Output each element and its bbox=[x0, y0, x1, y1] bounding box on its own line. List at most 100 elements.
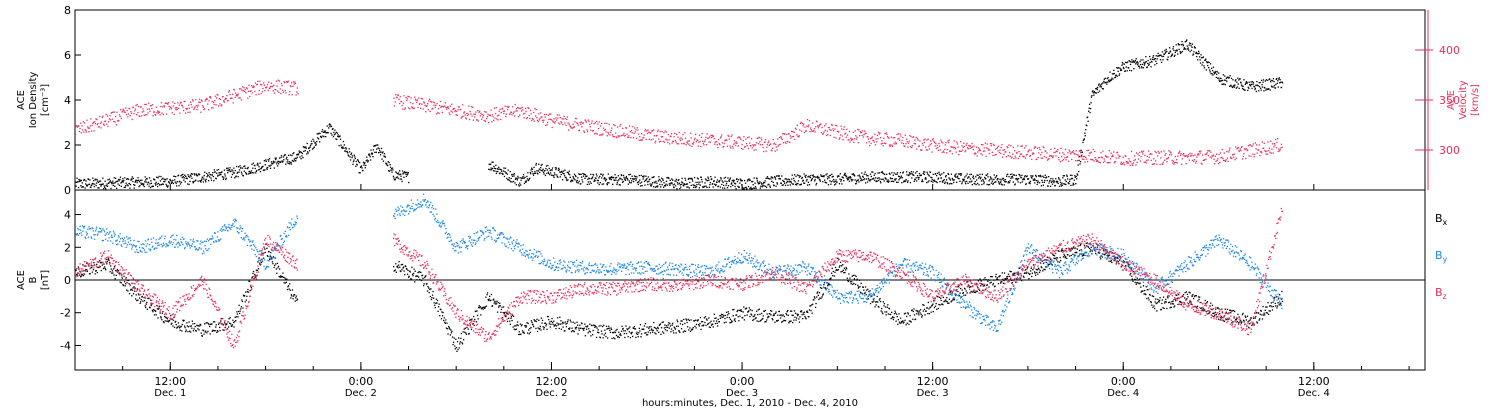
density-series-point bbox=[316, 133, 318, 135]
velocity-series-point bbox=[633, 132, 635, 135]
density-series-point bbox=[946, 183, 949, 185]
b-series-bx-point bbox=[470, 319, 472, 321]
velocity-series-point bbox=[1139, 151, 1141, 153]
velocity-series-point bbox=[587, 119, 589, 121]
velocity-series-point bbox=[1135, 152, 1138, 154]
velocity-series-point bbox=[1234, 159, 1236, 161]
density-series-point bbox=[833, 178, 835, 181]
density-series-point bbox=[902, 171, 904, 173]
left-ylabel-line: [cm⁻³] bbox=[40, 84, 51, 116]
b-series-bx-point bbox=[404, 274, 406, 276]
density-series-point bbox=[120, 182, 122, 184]
b-series-bx-point bbox=[78, 274, 81, 276]
velocity-series-point bbox=[721, 134, 723, 136]
density-series-point bbox=[1209, 69, 1211, 71]
density-series-point bbox=[691, 177, 693, 180]
velocity-series-point bbox=[446, 106, 448, 108]
density-series-point bbox=[1040, 176, 1042, 178]
density-series-point bbox=[292, 153, 294, 155]
bottom-ytick-label: 2 bbox=[64, 241, 71, 254]
density-series-point bbox=[281, 160, 283, 162]
density-series-point bbox=[910, 171, 912, 173]
velocity-series-point bbox=[899, 133, 901, 135]
velocity-series-point bbox=[546, 124, 548, 126]
density-series-point bbox=[859, 176, 861, 178]
density-series-point bbox=[387, 164, 389, 167]
velocity-series-point bbox=[720, 136, 722, 138]
velocity-series-point bbox=[780, 137, 783, 139]
velocity-series-point bbox=[942, 150, 945, 152]
density-series-point bbox=[142, 183, 144, 185]
density-series-point bbox=[1109, 80, 1112, 82]
velocity-series-point bbox=[776, 149, 778, 151]
velocity-series-point bbox=[879, 137, 882, 139]
density-series-point bbox=[372, 156, 374, 158]
density-series-point bbox=[624, 178, 626, 180]
density-series-point bbox=[1033, 179, 1035, 181]
density-series-point bbox=[330, 125, 333, 128]
velocity-series-point bbox=[977, 151, 979, 153]
density-series-point bbox=[1171, 53, 1174, 55]
velocity-series-point bbox=[272, 90, 274, 92]
velocity-series-point bbox=[541, 119, 544, 122]
velocity-series-point bbox=[1226, 157, 1229, 159]
velocity-series-point bbox=[502, 110, 504, 112]
velocity-series-point bbox=[1196, 154, 1199, 156]
density-series-point bbox=[683, 185, 685, 187]
density-series-point bbox=[1035, 176, 1037, 178]
density-series-point bbox=[862, 175, 864, 177]
density-series-point bbox=[1083, 139, 1085, 141]
density-series-point bbox=[107, 179, 109, 181]
velocity-series-point bbox=[116, 111, 118, 113]
density-series-point bbox=[509, 171, 511, 173]
velocity-series-point bbox=[136, 114, 138, 116]
density-series-point bbox=[1198, 50, 1200, 52]
density-series-point bbox=[844, 173, 846, 175]
density-series-point bbox=[661, 184, 663, 186]
velocity-series-point bbox=[893, 143, 895, 145]
density-series-point bbox=[1191, 46, 1193, 48]
density-series-point bbox=[76, 181, 78, 183]
density-series-point bbox=[708, 179, 710, 181]
density-series-point bbox=[523, 182, 526, 185]
density-series-point bbox=[203, 178, 205, 180]
velocity-series-point bbox=[792, 131, 794, 133]
velocity-series-point bbox=[745, 143, 748, 145]
velocity-series-point bbox=[1219, 161, 1221, 163]
density-series-point bbox=[565, 178, 568, 180]
b-series-bx-point bbox=[570, 330, 573, 333]
b-series-bx-point bbox=[245, 291, 247, 293]
density-series-point bbox=[324, 130, 326, 132]
velocity-series-point bbox=[930, 140, 932, 142]
density-series-point bbox=[1149, 55, 1151, 58]
b-series-bx-point bbox=[92, 269, 95, 271]
density-series-point bbox=[650, 185, 652, 187]
density-series-point bbox=[742, 186, 744, 189]
velocity-series-point bbox=[701, 133, 703, 135]
density-series-point bbox=[671, 178, 673, 180]
velocity-series-point bbox=[291, 94, 293, 96]
density-series-point bbox=[686, 183, 689, 185]
velocity-series-point bbox=[766, 146, 768, 148]
density-series-point bbox=[123, 179, 125, 182]
density-series-point bbox=[293, 152, 295, 154]
density-series-point bbox=[798, 174, 800, 177]
velocity-series-point bbox=[1040, 157, 1042, 159]
density-series-point bbox=[218, 172, 220, 174]
velocity-series-point bbox=[528, 107, 530, 109]
velocity-series-point bbox=[1212, 155, 1214, 157]
density-series-point bbox=[1189, 50, 1191, 53]
density-series-point bbox=[566, 179, 568, 182]
density-series-point bbox=[590, 182, 592, 184]
density-series-point bbox=[210, 179, 213, 181]
density-series-point bbox=[898, 179, 900, 181]
velocity-series-point bbox=[623, 132, 625, 134]
density-series-point bbox=[263, 169, 265, 172]
b-series-bx-point bbox=[601, 333, 603, 335]
density-series-point bbox=[373, 145, 375, 147]
density-series-point bbox=[156, 176, 158, 178]
density-series-point bbox=[734, 185, 736, 188]
density-series-point bbox=[91, 182, 93, 185]
density-series-point bbox=[843, 174, 845, 176]
velocity-series-point bbox=[700, 136, 703, 138]
